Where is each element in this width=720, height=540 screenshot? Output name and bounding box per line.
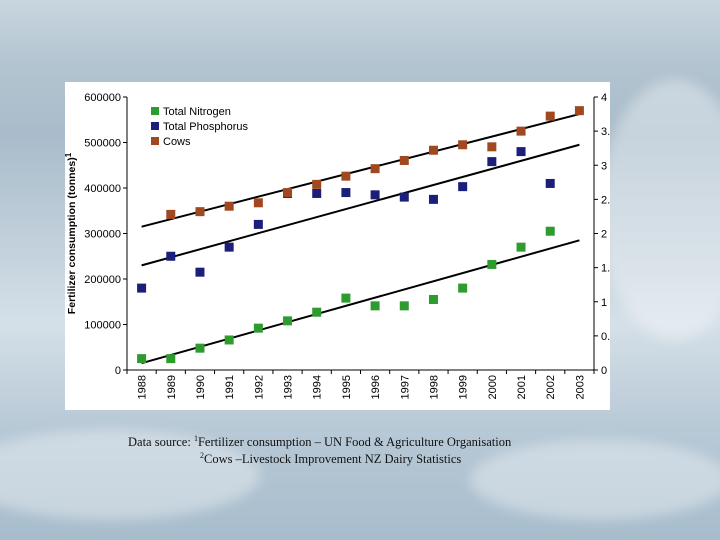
total-nitrogen-point [341, 293, 351, 303]
total-nitrogen-point [312, 307, 322, 317]
x-tick-label: 2002 [545, 375, 557, 399]
cows-point [545, 111, 555, 121]
total-phosphorus-point [428, 194, 438, 204]
total-nitrogen-point [516, 242, 526, 252]
total-nitrogen-point [195, 343, 205, 353]
cows-point [283, 188, 293, 198]
cows-point [312, 179, 322, 189]
x-tick-label: 2000 [487, 375, 499, 399]
trendline-total-phosphorus [141, 143, 580, 267]
x-tick-label: 1989 [166, 375, 178, 399]
x-tick-label: 1992 [253, 375, 265, 399]
left-axis-title-text: Fertilizer consumption (tonnes) [66, 157, 78, 314]
trendline-cows [141, 113, 580, 228]
legend-label: Cows [163, 136, 191, 148]
left-axis-title: Fertilizer consumption (tonnes)1 [65, 152, 78, 314]
left-tick-label: 300000 [84, 229, 121, 241]
total-phosphorus-point [253, 219, 263, 229]
total-phosphorus-point [341, 188, 351, 198]
total-phosphorus-point [137, 283, 147, 293]
total-phosphorus-point [370, 190, 380, 200]
right-tick-label: 3 [601, 160, 607, 172]
total-phosphorus-point [166, 251, 176, 261]
legend-swatch [151, 122, 159, 130]
left-tick-label: 100000 [84, 320, 121, 332]
total-nitrogen-point [166, 354, 176, 364]
x-tick-label: 1997 [399, 375, 411, 399]
left-tick-label: 500000 [84, 138, 121, 150]
total-nitrogen-point [545, 226, 555, 236]
total-nitrogen-point [370, 301, 380, 311]
total-phosphorus-point [458, 182, 468, 192]
cows-point [428, 145, 438, 155]
x-tick-label: 1996 [370, 375, 382, 399]
left-tick-label: 200000 [84, 274, 121, 286]
cows-point [253, 198, 263, 208]
x-tick-label: 1994 [312, 375, 324, 399]
total-nitrogen-point [458, 283, 468, 293]
x-tick-label: 1998 [428, 375, 440, 399]
left-tick-label: 600000 [84, 92, 121, 104]
legend-swatch [151, 137, 159, 145]
right-tick-label: 0.5 [601, 331, 610, 343]
right-tick-label: 3.5 [601, 126, 610, 138]
cows-point [516, 126, 526, 136]
cows-point [224, 201, 234, 211]
right-tick-label: 1 [601, 297, 607, 309]
total-nitrogen-point [283, 316, 293, 326]
caption-text-1: Fertilizer consumption – UN Food & Agric… [197, 435, 512, 450]
left-axis-title-sup: 1 [65, 152, 73, 157]
legend-label: Total Nitrogen [163, 106, 231, 118]
x-tick-label: 1995 [341, 375, 353, 399]
total-nitrogen-point [224, 335, 234, 345]
cows-point [399, 155, 409, 165]
legend-swatch [151, 107, 159, 115]
left-tick-label: 0 [115, 365, 121, 377]
x-tick-label: 1999 [458, 375, 470, 399]
right-tick-label: 1.5 [601, 263, 610, 275]
cows-point [370, 164, 380, 174]
total-nitrogen-point [137, 354, 147, 364]
trendline-total-nitrogen [141, 239, 580, 365]
total-phosphorus-point [195, 267, 205, 277]
total-phosphorus-point [516, 147, 526, 157]
x-tick-label: 2003 [574, 375, 586, 399]
total-phosphorus-point [399, 192, 409, 202]
right-tick-label: 2.5 [601, 194, 610, 206]
cows-point [487, 142, 497, 152]
cows-point [574, 106, 584, 116]
x-tick-label: 1990 [195, 375, 207, 399]
right-tick-label: 0 [601, 365, 607, 377]
fertilizer-cows-chart: 0 100000 200000 300000 400000 500000 600000 0 0.… [65, 92, 610, 399]
legend-label: Total Phosphorus [163, 121, 248, 133]
total-phosphorus-point [224, 242, 234, 252]
chart-panel: 0 100000 200000 300000 400000 500000 600000 0 0.… [65, 82, 610, 410]
total-phosphorus-point [545, 178, 555, 188]
cows-point [341, 171, 351, 181]
total-nitrogen-point [487, 259, 497, 269]
cows-point [166, 209, 176, 219]
cows-point [458, 140, 468, 150]
total-phosphorus-point [312, 188, 322, 198]
x-tick-label: 1988 [137, 375, 149, 399]
x-tick-label: 1993 [283, 375, 295, 399]
total-nitrogen-point [253, 323, 263, 333]
right-tick-label: 2 [601, 229, 607, 241]
cows-point [195, 207, 205, 217]
left-tick-label: 400000 [84, 183, 121, 195]
x-tick-label: 1991 [224, 375, 236, 399]
total-nitrogen-point [428, 294, 438, 304]
total-nitrogen-point [399, 301, 409, 311]
right-tick-label: 4 [601, 92, 607, 104]
total-phosphorus-point [487, 157, 497, 167]
x-tick-label: 2001 [516, 375, 528, 399]
